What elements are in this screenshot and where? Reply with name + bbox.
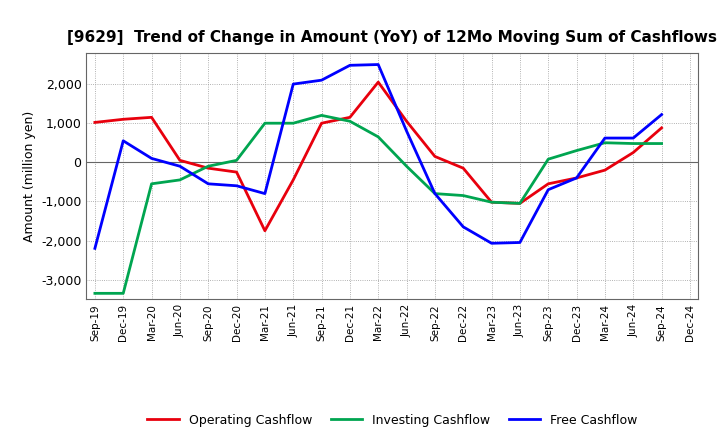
Free Cashflow (346, 62, 354, 68)
Free Cashflow (657, 112, 666, 117)
Free Cashflow (261, 191, 269, 196)
Investing Cashflow (544, 157, 552, 162)
Operating Cashflow (346, 115, 354, 120)
Free Cashflow (402, 128, 411, 134)
Operating Cashflow (516, 201, 524, 206)
Free Cashflow (600, 136, 609, 141)
Free Cashflow (204, 181, 212, 187)
Investing Cashflow (233, 158, 241, 163)
Investing Cashflow (91, 291, 99, 296)
Free Cashflow (516, 240, 524, 245)
Free Cashflow (233, 183, 241, 188)
Legend: Operating Cashflow, Investing Cashflow, Free Cashflow: Operating Cashflow, Investing Cashflow, … (143, 409, 642, 432)
Operating Cashflow (289, 177, 297, 183)
Operating Cashflow (600, 168, 609, 173)
Investing Cashflow (572, 148, 581, 153)
Investing Cashflow (600, 140, 609, 145)
Operating Cashflow (487, 200, 496, 205)
Operating Cashflow (233, 169, 241, 175)
Free Cashflow (629, 136, 637, 141)
Line: Investing Cashflow: Investing Cashflow (95, 115, 662, 293)
Operating Cashflow (318, 121, 326, 126)
Operating Cashflow (657, 125, 666, 131)
Line: Operating Cashflow: Operating Cashflow (95, 82, 662, 231)
Investing Cashflow (204, 164, 212, 169)
Investing Cashflow (148, 181, 156, 187)
Free Cashflow (544, 187, 552, 192)
Free Cashflow (487, 241, 496, 246)
Operating Cashflow (572, 175, 581, 180)
Investing Cashflow (459, 193, 467, 198)
Title: [9629]  Trend of Change in Amount (YoY) of 12Mo Moving Sum of Cashflows: [9629] Trend of Change in Amount (YoY) o… (68, 29, 717, 45)
Operating Cashflow (204, 165, 212, 171)
Operating Cashflow (459, 165, 467, 171)
Investing Cashflow (119, 291, 127, 296)
Free Cashflow (91, 246, 99, 251)
Free Cashflow (176, 164, 184, 169)
Operating Cashflow (261, 228, 269, 233)
Investing Cashflow (289, 121, 297, 126)
Free Cashflow (431, 191, 439, 196)
Free Cashflow (459, 224, 467, 230)
Operating Cashflow (176, 158, 184, 163)
Operating Cashflow (629, 150, 637, 155)
Free Cashflow (289, 81, 297, 87)
Investing Cashflow (318, 113, 326, 118)
Investing Cashflow (516, 201, 524, 206)
Investing Cashflow (629, 141, 637, 146)
Free Cashflow (374, 62, 382, 67)
Operating Cashflow (119, 117, 127, 122)
Investing Cashflow (374, 134, 382, 139)
Free Cashflow (119, 138, 127, 143)
Operating Cashflow (431, 154, 439, 159)
Investing Cashflow (176, 177, 184, 183)
Y-axis label: Amount (million yen): Amount (million yen) (22, 110, 35, 242)
Investing Cashflow (261, 121, 269, 126)
Line: Free Cashflow: Free Cashflow (95, 65, 662, 248)
Operating Cashflow (374, 80, 382, 85)
Free Cashflow (318, 77, 326, 83)
Investing Cashflow (487, 200, 496, 205)
Free Cashflow (572, 175, 581, 180)
Operating Cashflow (544, 181, 552, 187)
Investing Cashflow (431, 191, 439, 196)
Investing Cashflow (657, 141, 666, 146)
Operating Cashflow (91, 120, 99, 125)
Free Cashflow (148, 156, 156, 161)
Operating Cashflow (148, 115, 156, 120)
Investing Cashflow (402, 164, 411, 169)
Operating Cashflow (402, 119, 411, 124)
Investing Cashflow (346, 119, 354, 124)
